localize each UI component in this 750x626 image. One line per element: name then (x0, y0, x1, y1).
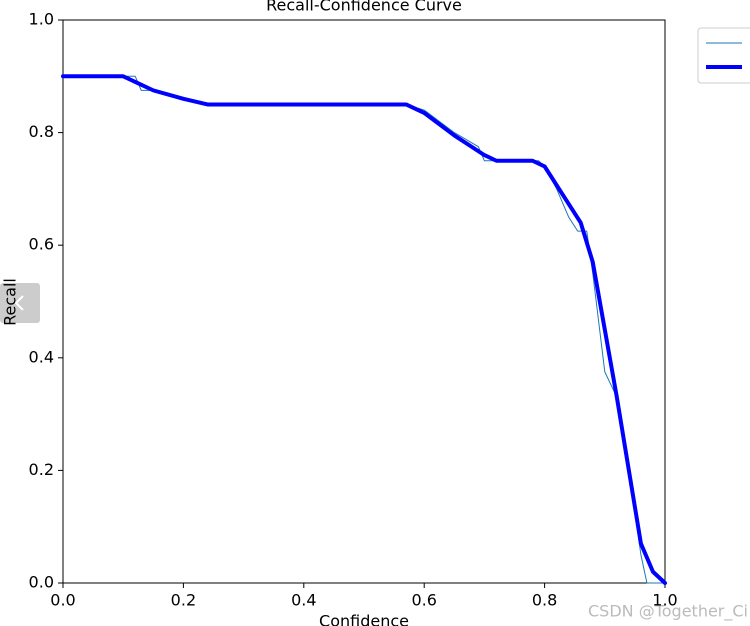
watermark: CSDN @Together_Ci (588, 602, 748, 622)
y-tick-label: 0.2 (29, 460, 54, 479)
y-tick-label: 0.6 (29, 235, 54, 254)
x-tick-label: 0.8 (532, 591, 557, 610)
x-tick-label: 0.2 (171, 591, 196, 610)
x-tick-label: 0.4 (291, 591, 316, 610)
nav-arrow (14, 295, 24, 311)
nav-button[interactable] (0, 283, 40, 323)
x-tick-label: 1.0 (652, 591, 677, 610)
y-tick-label: 0.8 (29, 122, 54, 141)
series-line (62, 75, 666, 584)
x-tick-label: 0.6 (411, 591, 436, 610)
nav-button-bg[interactable] (0, 283, 40, 323)
y-axis-label: Recall (1, 278, 20, 326)
plot-frame (62, 19, 666, 584)
chart-title: Recall-Confidence Curve (266, 0, 462, 15)
legend-box (697, 27, 750, 84)
y-tick-label: 1.0 (29, 10, 54, 29)
y-tick-label: 0.4 (29, 347, 54, 366)
x-axis-label: Confidence (319, 612, 409, 626)
x-tick-label: 0.0 (50, 591, 75, 610)
series-line (61, 74, 667, 585)
y-tick-label: 0.0 (29, 573, 54, 592)
